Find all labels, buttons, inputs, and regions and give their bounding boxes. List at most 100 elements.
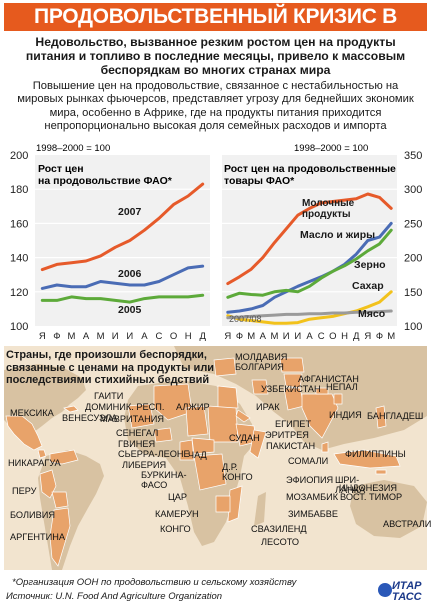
y-tick-label: 200	[10, 150, 28, 162]
map-label-afghanistan: АФГАНИСТАН	[298, 374, 359, 384]
map-label-philippines: ФИЛИППИНЫ	[345, 449, 406, 459]
map-label-haiti: ГАИТИ	[94, 391, 124, 401]
x-tick-label: И	[112, 331, 119, 342]
series-label: Зерно	[354, 259, 386, 271]
series-line	[40, 182, 205, 272]
series-line	[226, 228, 393, 299]
y-tick-label: 300	[404, 184, 422, 196]
map-label-srilanka: ШРИ- ЛАНКА	[335, 475, 366, 495]
series-label: Масло и жиры	[300, 229, 375, 241]
map-label-chad: ЧАД	[188, 450, 207, 460]
map-label-iraq: ИРАК	[256, 402, 280, 412]
lead-text: Повышение цен на продовольствие, связанн…	[17, 80, 414, 133]
country-algeria	[153, 383, 193, 421]
series-line	[226, 290, 393, 325]
map-label-mozambique: МОЗАМБИК	[286, 492, 339, 502]
series-label: Молочные	[302, 198, 355, 209]
map-title: Страны, где произошли беспорядки, связан…	[6, 349, 215, 386]
x-tick-label: А	[83, 331, 90, 342]
country-nepal	[315, 387, 329, 395]
series-label: продукты	[302, 209, 351, 220]
country-mexico	[5, 415, 43, 451]
title-banner: ПРОДОВОЛЬСТВЕННЫЙ КРИЗИС В МИРЕ	[4, 3, 427, 52]
landmass-australia	[350, 480, 427, 538]
x-tick-label: Я	[224, 331, 231, 342]
map-label-swaziland: СВАЗИЛЕНД	[251, 524, 307, 534]
map-label-guinea: ГВИНЕЯ	[118, 439, 156, 449]
source-note: Источник: U.N. Food And Agriculture Orga…	[6, 591, 223, 602]
country-moldova-bulgaria	[213, 357, 237, 377]
y-tick-label: 200	[404, 253, 422, 265]
map-label-egypt: ЕГИПЕТ	[275, 419, 312, 429]
x-tick-label: М	[67, 331, 75, 342]
map-label-senegal: СЕНЕГАЛ	[116, 428, 159, 438]
country-somalia	[249, 429, 267, 459]
country-drc	[193, 453, 227, 491]
country-philippines	[375, 405, 387, 429]
map-label-sierra: СЬЕРРА-ЛЕОНЕ	[118, 449, 190, 459]
map-label-venezuela: ВЕНЕСУЭЛА	[62, 413, 118, 423]
x-tick-label: А	[260, 331, 267, 342]
map-label-bolivia: БОЛИВИЯ	[10, 510, 55, 520]
chart-2-period-label: 2007/08	[229, 314, 262, 324]
map-label-nicaragua: НИКАРАГУА	[8, 458, 61, 468]
chart-food-prices: 1998–2000 = 100 Рост цен на продовольств…	[10, 143, 210, 342]
map-label-eritrea: ЭРИТРЕЯ	[265, 430, 309, 440]
x-tick-label: Д	[353, 331, 360, 342]
map-label-dominican: ДОМИНИК. РЕСП.	[85, 402, 165, 412]
chart-1-base-label: 1998–2000 = 100	[36, 143, 110, 154]
map-label-lesotho: ЛЕСОТО	[261, 537, 300, 547]
series-label: Мясо	[358, 308, 385, 320]
x-tick-label: О	[170, 331, 177, 342]
map-label-australia: АВСТРАЛИЯ	[383, 519, 431, 529]
map-label-zimbabwe: ЗИМБАБВЕ	[288, 509, 339, 519]
world-map	[4, 346, 427, 570]
logo-globe-icon	[378, 583, 392, 597]
chart-2-title-line-2: товары ФАО*	[224, 175, 295, 187]
country-indonesia	[333, 449, 401, 469]
chart-commodity-prices: 1998–2000 = 100 Рост цен на продовольств…	[222, 143, 422, 342]
charts-area: 1998–2000 = 100 Рост цен на продовольств…	[10, 143, 422, 342]
x-tick-label: Я	[364, 331, 371, 342]
map-label-timor: ВОСТ. ТИМОР	[340, 492, 403, 502]
y-tick-label: 100	[10, 321, 28, 333]
map-label-cameroon: КАМЕРУН	[155, 509, 199, 519]
y-tick-label: 350	[404, 150, 422, 162]
world-map-shapes	[4, 346, 427, 570]
map-label-indonesia: ИНДОНЕЗИЯ	[339, 483, 397, 493]
itar-tass-logo: ИТАР ТАСС	[376, 580, 426, 604]
country-uzbekistan	[279, 357, 305, 373]
y-tick-label: 120	[10, 287, 28, 299]
x-tick-label: С	[318, 331, 325, 342]
country-bangladesh	[333, 393, 343, 405]
y-tick-label: 140	[10, 253, 28, 265]
country-cameroon	[179, 439, 195, 461]
country-eritrea	[235, 409, 251, 423]
map-label-argentina: АРГЕНТИНА	[10, 532, 65, 542]
y-tick-label: 180	[10, 184, 28, 196]
x-tick-label: М	[387, 331, 395, 342]
x-tick-label: Ф	[53, 331, 60, 342]
chart-1-title-line-1: Рост цен	[38, 163, 84, 175]
series-label: Сахар	[352, 280, 384, 292]
map-label-ethiopia: ЭФИОПИЯ	[286, 475, 334, 485]
country-egypt	[217, 385, 239, 409]
x-tick-label: С	[156, 331, 163, 342]
chart-1-title-line-2: на продовольствие ФАО*	[38, 175, 173, 187]
page-title: ПРОДОВОЛЬСТВЕННЫЙ КРИЗИС В МИРЕ	[34, 5, 397, 52]
chart-2-title-line-1: Рост цен на продовольственные	[224, 163, 396, 175]
x-tick-label: И	[126, 331, 133, 342]
country-mauritania	[127, 403, 155, 429]
map-label-sudan: СУДАН	[229, 433, 260, 443]
country-bolivia	[51, 491, 69, 509]
series-label: 2005	[118, 304, 142, 316]
series-label: 2006	[118, 268, 142, 280]
map-label-somalia: СОМАЛИ	[288, 456, 329, 466]
x-tick-label: Ф	[376, 331, 383, 342]
map-label-congo: КОНГО	[160, 524, 191, 534]
map-label-drc: Д.Р. КОНГО	[222, 462, 253, 482]
country-india	[301, 393, 339, 439]
map-label-peru: ПЕРУ	[12, 486, 37, 496]
x-tick-label: О	[329, 331, 336, 342]
